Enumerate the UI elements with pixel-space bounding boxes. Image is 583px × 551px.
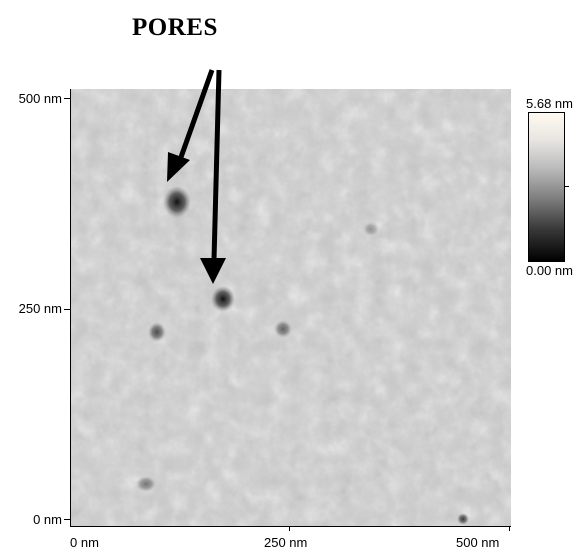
colorbar-min-label: 0.00 nm [526,263,573,278]
pore-spot [136,476,156,492]
x-label-left: 0 nm [70,535,99,550]
x-label-right: 500 nm [456,535,500,550]
y-tick [64,98,70,99]
x-tick [509,526,510,531]
colorbar-tick [564,186,569,187]
arrow-shaft [177,69,215,161]
afm-scan-image [70,89,511,527]
pore-spot [363,222,379,236]
pores-title: PORES [132,14,218,41]
arrowhead [200,258,226,284]
pore-spot [457,513,469,525]
arrowhead [167,152,190,182]
x-tick [289,526,290,531]
y-label-bottom: 0 nm [33,512,62,527]
x-label-mid: 250 nm [264,535,308,550]
pore-spot [211,286,235,312]
y-label-top: 500 nm [18,91,62,106]
height-colorbar [528,112,565,262]
y-label-mid: 250 nm [18,301,62,316]
arrow-shaft [211,69,222,261]
y-tick [64,309,70,310]
y-tick [64,519,70,520]
pore-spot [148,322,166,342]
colorbar-max-label: 5.68 nm [526,96,573,111]
pore-spot [163,186,191,218]
pore-spot [274,320,292,338]
